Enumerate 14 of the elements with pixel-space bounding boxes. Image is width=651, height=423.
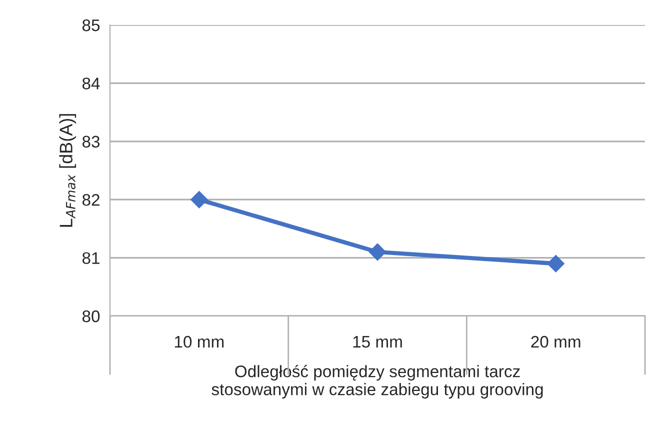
x-tick-label: 20 mm <box>531 336 580 348</box>
x-tick-label: 10 mm <box>174 336 224 348</box>
x-tick-label: 15 mm <box>353 336 402 348</box>
y-tick-label: 80 <box>82 310 100 322</box>
y-tick-label: 82 <box>82 194 100 206</box>
y-tick-label: 83 <box>82 136 100 148</box>
y-tick-label: 81 <box>82 252 100 264</box>
point <box>547 255 564 272</box>
point <box>190 191 208 208</box>
y-axis-title: L$_{AFmax}$ [dB(A)] <box>59 114 76 227</box>
y-tick-label: 85 <box>82 19 100 32</box>
point <box>368 243 386 261</box>
x-axis-title: Odległość pomiędzy segmentami tarcz stosowanymi w czasie zabiegu typu grooving <box>212 364 543 399</box>
y-tick-label: 84 <box>82 78 100 90</box>
